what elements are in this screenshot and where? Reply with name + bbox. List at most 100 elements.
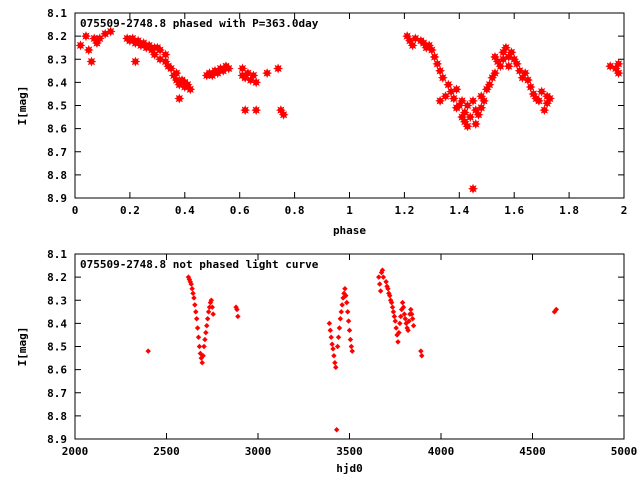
data-point [83, 45, 94, 55]
data-point [196, 343, 203, 350]
data-point [409, 316, 416, 322]
data-point [191, 295, 197, 301]
y-axis-label-magnitude: I[mag] [16, 327, 29, 367]
x-tick-label: 4000 [428, 445, 455, 458]
data-point [385, 285, 391, 292]
data-point [377, 288, 384, 294]
y-tick-label: 8.4 [47, 76, 67, 89]
data-point [130, 56, 141, 67]
data-point [340, 295, 346, 301]
x-tick-label: 1.8 [559, 204, 579, 217]
data-point [334, 343, 341, 350]
data-point [462, 121, 473, 132]
data-point [346, 327, 353, 334]
plot-title-unphased: 075509-2748.8 not phased light curve [80, 258, 319, 271]
data-point [333, 364, 339, 371]
x-tick-label: 1.4 [449, 204, 469, 217]
data-point [468, 95, 478, 106]
data-point [391, 313, 398, 320]
data-point [389, 304, 396, 310]
data-point [533, 95, 544, 106]
data-point [419, 353, 425, 359]
data-point [203, 329, 209, 336]
y-tick-label: 8.2 [47, 30, 67, 43]
x-tick-label: 4500 [519, 445, 546, 458]
x-tick-label: 1.2 [394, 204, 414, 217]
data-point [476, 102, 487, 113]
data-point [335, 334, 342, 340]
data-point [397, 320, 403, 327]
y-tick-label: 8.4 [47, 317, 67, 330]
data-point [332, 359, 338, 366]
data-point [347, 336, 354, 343]
data-point [333, 427, 340, 433]
x-tick-label: 2000 [62, 445, 89, 458]
data-point [194, 325, 201, 331]
data-point [465, 112, 476, 123]
data-point [155, 45, 166, 55]
data-point [437, 72, 448, 83]
x-tick-label: 1 [346, 204, 353, 217]
data-point [327, 327, 334, 334]
data-point [379, 267, 386, 273]
y-tick-label: 8.3 [47, 53, 67, 66]
data-point [273, 63, 284, 74]
data-point [376, 274, 382, 280]
data-point [86, 56, 97, 67]
x-axis-label-phase: phase [333, 224, 366, 237]
data-point [81, 31, 91, 42]
data-point [189, 285, 195, 292]
data-point [376, 281, 383, 287]
data-point [479, 95, 489, 106]
y-tick-label: 8.9 [47, 433, 67, 446]
phased-light-curve-plot: phase I[mag] 0 0.2 0.4 0.6 0.8 1 1.2 1.4 1.6 1.8 2… [16, 7, 627, 237]
data-point [251, 105, 262, 116]
y-tick-label: 8.7 [47, 146, 67, 159]
data-point [329, 341, 335, 347]
data-point [457, 95, 468, 106]
y-tick-label: 8.5 [47, 100, 67, 113]
plot-title-phased: 075509-2748.8 phased with P=363.0day [80, 17, 319, 30]
plot-frame [74, 12, 625, 199]
data-point [223, 63, 234, 74]
data-point [343, 292, 349, 299]
x-tick-label: 2500 [153, 445, 180, 458]
data-point [336, 325, 343, 331]
data-point [408, 311, 415, 317]
data-point [345, 318, 352, 324]
data-point [408, 306, 414, 313]
data-point [410, 322, 417, 329]
data-point [406, 318, 412, 324]
x-tick-label: 0.4 [175, 204, 195, 217]
data-point [348, 343, 355, 350]
data-point [234, 306, 240, 313]
data-point [401, 311, 408, 317]
x-tick-label: 1.6 [504, 204, 524, 217]
data-point [490, 68, 500, 79]
x-tick-label: 0.2 [120, 204, 140, 217]
data-point [613, 58, 624, 69]
data-point [197, 350, 204, 357]
y-tick-label: 8.2 [47, 271, 67, 284]
data-point [210, 311, 216, 317]
data-point [331, 353, 337, 359]
y-tick-label: 8.5 [47, 341, 67, 354]
data-point [484, 79, 495, 90]
y-tick-label: 8.1 [47, 248, 67, 261]
data-point [240, 105, 251, 116]
data-point [553, 306, 560, 313]
data-point [342, 285, 348, 292]
data-point [383, 279, 389, 285]
data-point [235, 313, 241, 320]
data-point [402, 316, 409, 322]
data-point [204, 316, 211, 322]
data-point [328, 334, 334, 340]
data-point [190, 290, 196, 297]
data-point [418, 348, 424, 354]
data-point [195, 334, 202, 340]
y-tick-label: 8.8 [47, 169, 67, 182]
y-tick-label: 8.8 [47, 410, 67, 423]
data-point [388, 299, 395, 306]
data-point [473, 109, 484, 120]
